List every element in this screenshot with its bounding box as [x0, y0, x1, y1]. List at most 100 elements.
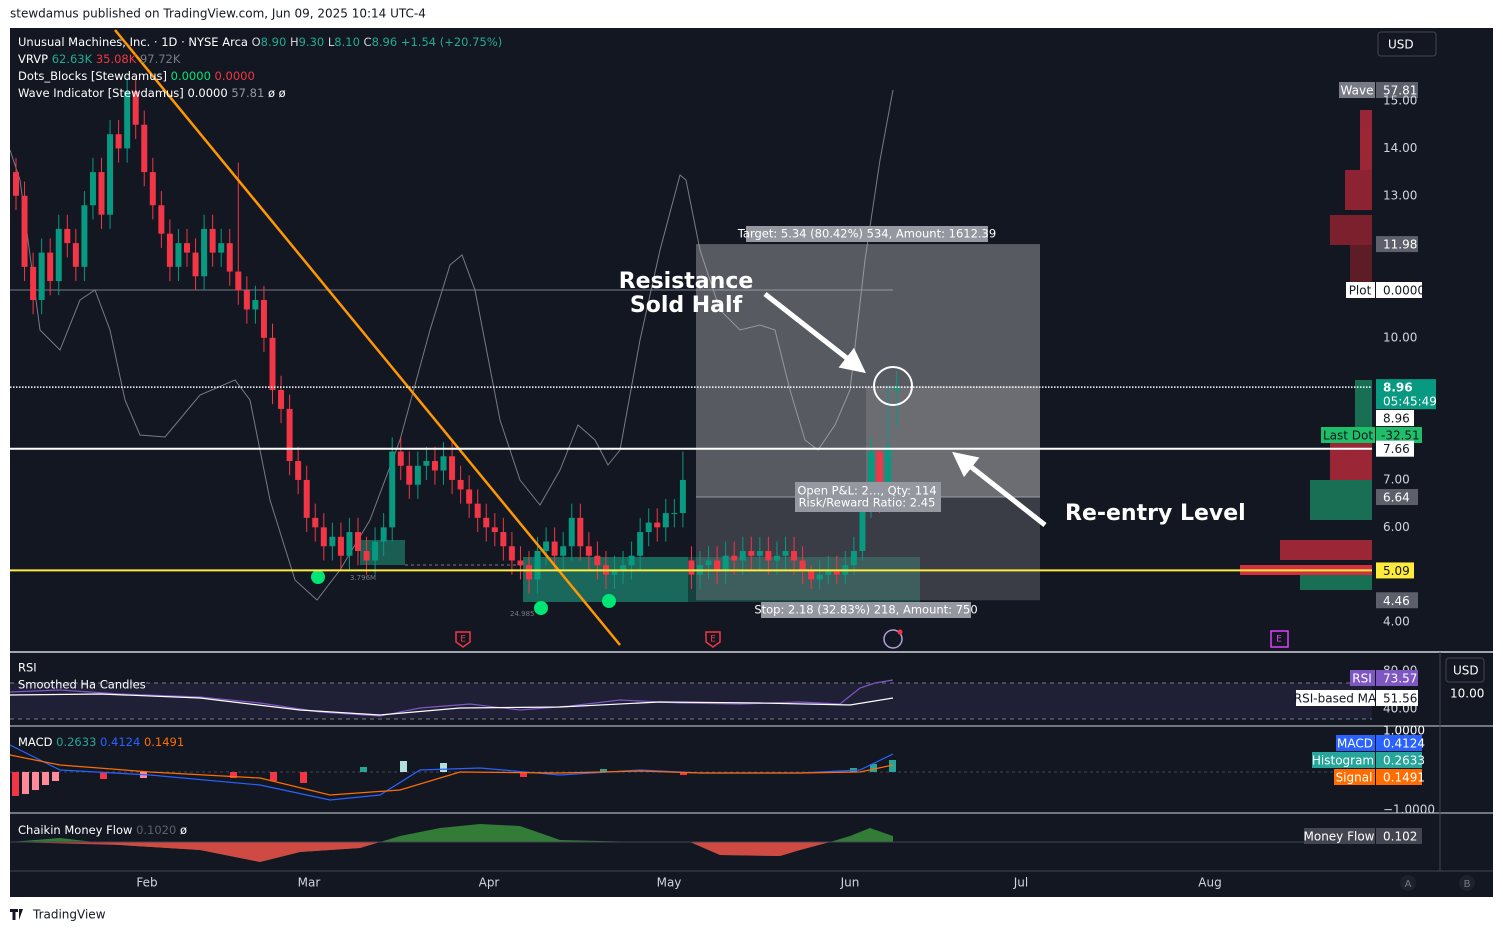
badge-name: Signal: [1336, 771, 1373, 785]
candle-body: [808, 569, 815, 580]
badge: [1321, 427, 1375, 443]
badge-name: RSI-based MA: [1294, 692, 1377, 706]
candle-body: [423, 461, 430, 466]
pane-title: MACD 0.2633 0.4124 0.1491: [18, 735, 184, 749]
x-tick-label: Mar: [298, 876, 321, 890]
candle-body: [149, 172, 156, 206]
badge: [1376, 440, 1414, 457]
badge: [1346, 282, 1375, 298]
badge: [1376, 282, 1422, 298]
pane-value: ø: [180, 823, 187, 837]
y-tick-label: 13.00: [1383, 188, 1417, 202]
candle-body: [337, 536, 344, 556]
indicator-value: 97.72K: [140, 52, 181, 66]
pane-value: 0.4124: [100, 735, 140, 749]
candle-body: [260, 299, 267, 338]
badge: [1376, 828, 1422, 844]
currency[interactable]: USD: [1388, 38, 1414, 52]
currency-button[interactable]: [1445, 657, 1485, 683]
axis-label: −1.0000: [1383, 803, 1435, 817]
wave-line: [10, 89, 894, 601]
y-tick-label: 4.00: [1383, 615, 1410, 629]
candle-body: [209, 228, 216, 253]
currency-button[interactable]: [1377, 31, 1437, 57]
svg-text:E: E: [710, 635, 716, 645]
indicator-value: 57.81: [231, 86, 264, 100]
scale-button[interactable]: [1400, 875, 1416, 891]
dot: [602, 594, 616, 608]
pane-value: 0.1491: [144, 735, 184, 749]
candle-body: [508, 546, 515, 561]
candle-body: [30, 266, 37, 300]
pane-title: Chaikin Money Flow 0.1020 ø: [18, 823, 187, 837]
candle-body: [739, 551, 746, 561]
cmf-area: [10, 842, 830, 862]
event-icons: E E E: [455, 629, 1289, 649]
candle-body: [81, 205, 88, 267]
indicator-name: Wave Indicator [Stewdamus]: [18, 86, 184, 100]
countdown: 05:45:49: [1383, 395, 1437, 409]
candle-body: [218, 243, 225, 253]
currency[interactable]: USD: [1453, 664, 1479, 678]
pane-title: Chaikin Money Flow: [18, 823, 132, 837]
candle-body: [158, 205, 165, 234]
logo: [10, 909, 23, 920]
candle-body: [833, 569, 840, 575]
candle-body: [243, 290, 250, 310]
badge: [1376, 427, 1422, 443]
candle-body: [115, 134, 122, 149]
badge-name: Plot: [1349, 284, 1372, 298]
pane-title: MACD: [18, 735, 53, 749]
indicator-value: 62.63K: [52, 52, 93, 66]
legend-line: Wave Indicator [Stewdamus] 0.0000 57.81 …: [18, 86, 286, 100]
badge-value: 8.96: [1383, 412, 1410, 426]
candle-body: [457, 479, 464, 490]
badge-value: 0.0000: [1383, 284, 1425, 298]
candle-body: [654, 522, 661, 528]
y-tick-label: 15.00: [1383, 94, 1417, 108]
chart-frame: [10, 28, 1493, 897]
badge: [1336, 735, 1375, 751]
axis-label: 10.00: [1450, 687, 1484, 701]
candle-body: [594, 555, 601, 566]
candle-body: [72, 243, 79, 267]
pane-title: RSI: [18, 661, 37, 675]
dot: [534, 601, 548, 615]
footer: TradingView: [32, 908, 106, 922]
candle-body: [637, 532, 644, 556]
ohlc-key: H: [290, 35, 299, 49]
indicator-value: ø: [268, 86, 275, 100]
rr-label: Risk/Reward Ratio: 2.45: [799, 496, 936, 510]
rsi-line: [9, 679, 894, 717]
candle-body: [885, 446, 892, 499]
pane-value: 0.1020: [136, 823, 176, 837]
scale-button-label[interactable]: A: [1405, 879, 1412, 890]
candle-body: [868, 451, 874, 509]
badge: [1296, 690, 1375, 706]
candle-body: [226, 243, 233, 272]
badge-value: 0.4124: [1383, 737, 1425, 751]
candle-body: [98, 172, 105, 215]
candle-body: [714, 560, 721, 570]
scale-button-label[interactable]: B: [1464, 879, 1471, 890]
badge: [1376, 379, 1436, 410]
candle-body: [269, 337, 276, 390]
scale-button[interactable]: [1459, 875, 1475, 891]
candle-body: [500, 532, 507, 547]
trend-line: [114, 29, 621, 646]
y-tick-label: 6.00: [1383, 520, 1410, 534]
candle-body: [184, 243, 190, 253]
candle-body: [363, 551, 370, 561]
badge-name: Last Dot: [1323, 429, 1373, 443]
ohlc-value: 8.90: [261, 35, 287, 49]
candle-body: [825, 569, 832, 575]
change: +1.54 (+20.75%): [401, 35, 502, 49]
progress-zone: [866, 386, 1040, 497]
candle-body: [329, 536, 336, 547]
candle-body: [491, 527, 498, 533]
candle-body: [756, 551, 763, 556]
badge-value: 5.09: [1383, 564, 1410, 578]
label-box: [795, 482, 941, 512]
ohlc-value: 8.10: [334, 35, 360, 49]
dot: [311, 570, 325, 584]
